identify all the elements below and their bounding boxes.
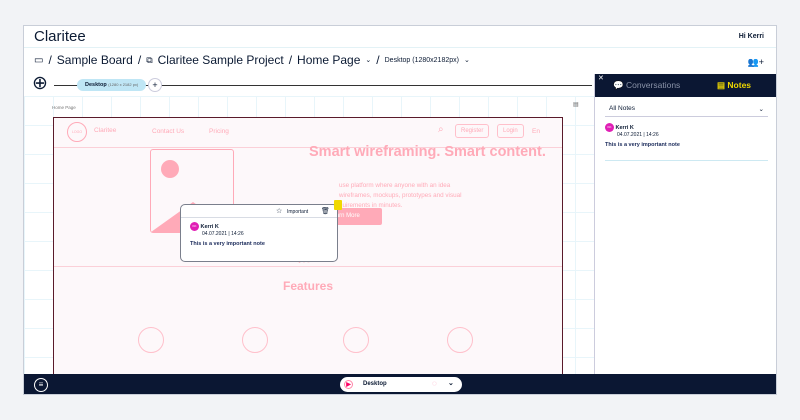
- note-date: 04.07.2021 | 14:26: [202, 231, 244, 237]
- tab-label: Notes: [727, 80, 752, 90]
- wire-logo: LOGO: [67, 122, 87, 142]
- greeting[interactable]: Hi Kerri: [738, 33, 764, 40]
- app-window: Claritee Hi Kerri ▭ / Sample Board / ⧉ C…: [23, 25, 777, 395]
- wireframe-page[interactable]: LOGO Claritee Contact Us Pricing ⌕ Regis…: [53, 117, 563, 377]
- feature-icon: [343, 327, 369, 353]
- board-icon[interactable]: ▭: [34, 54, 44, 66]
- separator: /: [376, 53, 380, 67]
- header: Claritee Hi Kerri: [24, 26, 776, 48]
- note-author: Kerri K: [615, 124, 634, 131]
- breadcrumb-viewport[interactable]: Desktop (1280x2182px): [384, 56, 459, 64]
- wire-features: Features: [54, 266, 562, 353]
- wire-body-2: wireframes, mockups, prototypes and visu…: [339, 192, 462, 199]
- wire-headline: Smart wireframing. Smart content.: [309, 144, 546, 160]
- breadcrumb-board[interactable]: Sample Board: [56, 53, 133, 67]
- wire-login: Login: [497, 124, 524, 138]
- device-selector[interactable]: ▶ Desktop ◌ ⌄: [340, 377, 462, 392]
- trash-icon[interactable]: 🗑: [321, 208, 330, 215]
- wire-nav-pricing: Pricing: [209, 128, 229, 135]
- separator: /: [288, 53, 293, 67]
- note-marker-icon[interactable]: [334, 200, 342, 210]
- important-toggle[interactable]: Important: [287, 209, 309, 215]
- note-date: 04.07.2021 | 14:26: [617, 132, 659, 138]
- wire-nav: LOGO Claritee Contact Us Pricing ⌕ Regis…: [54, 118, 562, 148]
- notes-panel: ✕ 💬 Conversations ▤ Notes All Notes ⌄ KK …: [594, 74, 776, 374]
- tab-label: Conversations: [625, 80, 681, 90]
- viewports-icon[interactable]: ⊕: [32, 73, 48, 94]
- canvas[interactable]: Home Page ▤ LOGO Claritee Contact Us Pri…: [24, 96, 594, 377]
- note-author: Kerri K: [200, 223, 219, 230]
- viewport-toolbar: ⊕ Desktop (1280 x 2182 px) +: [32, 74, 592, 96]
- page-label: Home Page: [52, 105, 76, 110]
- device-label: Desktop: [363, 381, 387, 387]
- avatar: KK: [605, 123, 614, 132]
- play-icon[interactable]: ▶: [344, 380, 353, 389]
- carousel-dots: ● ○ ○: [298, 259, 310, 265]
- avatar: KK: [190, 222, 199, 231]
- wire-register: Register: [455, 124, 490, 138]
- note-icon: ▤: [717, 80, 726, 90]
- tab-label: Desktop: [85, 82, 107, 88]
- note-text: This is a very important note: [190, 241, 265, 247]
- search-icon: ⌕: [438, 124, 444, 135]
- add-viewport-button[interactable]: +: [148, 78, 162, 92]
- chat-icon: 💬: [613, 80, 624, 90]
- tab-size: (1280 x 2182 px): [108, 82, 139, 87]
- tab-conversations[interactable]: 💬 Conversations: [613, 80, 680, 91]
- note-text: This is a very important note: [605, 142, 680, 148]
- wire-body-3: quirements in minutes.: [339, 202, 403, 209]
- star-icon[interactable]: ☆: [276, 208, 283, 215]
- loading-icon: ◌: [432, 379, 437, 388]
- wire-nav-contact: Contact Us: [152, 128, 185, 135]
- separator: /: [48, 53, 52, 67]
- wire-lang: En: [532, 128, 540, 135]
- close-icon[interactable]: ✕: [598, 75, 604, 82]
- tab-notes[interactable]: ▤ Notes: [717, 80, 751, 91]
- add-user-icon[interactable]: 👥+: [747, 57, 764, 67]
- wire-brand: Claritee: [94, 127, 117, 134]
- chevron-down-icon[interactable]: ⌄: [365, 57, 372, 64]
- breadcrumb-project[interactable]: Claritee Sample Project: [157, 53, 284, 67]
- comment-icon[interactable]: ▤: [573, 102, 579, 108]
- breadcrumb-page[interactable]: Home Page: [297, 53, 361, 67]
- breadcrumb: ▭ / Sample Board / ⧉ Claritee Sample Pro…: [34, 53, 470, 67]
- tab-desktop[interactable]: Desktop (1280 x 2182 px): [77, 79, 147, 91]
- feature-icon: [242, 327, 268, 353]
- wire-body-1: use platform where anyone with an idea: [339, 182, 451, 189]
- logo[interactable]: Claritee: [34, 28, 86, 45]
- chevron-down-icon[interactable]: ⌄: [448, 380, 454, 387]
- features-heading: Features: [282, 279, 334, 293]
- chevron-down-icon[interactable]: ⌄: [463, 57, 470, 64]
- feature-icon: [138, 327, 164, 353]
- note-popup: ☆ Important 🗑 KK Kerri K 04.07.2021 | 14…: [180, 204, 338, 262]
- note-item[interactable]: KK Kerri K 04.07.2021 | 14:26 This is a …: [605, 123, 768, 161]
- menu-icon[interactable]: ≡: [34, 378, 48, 392]
- notes-filter[interactable]: All Notes ⌄: [605, 101, 768, 117]
- feature-icon: [447, 327, 473, 353]
- project-icon: ⧉: [146, 54, 153, 65]
- separator: /: [137, 53, 142, 67]
- filter-value: All Notes: [609, 105, 636, 112]
- chevron-down-icon: ⌄: [758, 105, 764, 113]
- bottom-bar: ≡ ▶ Desktop ◌ ⌄: [24, 374, 776, 394]
